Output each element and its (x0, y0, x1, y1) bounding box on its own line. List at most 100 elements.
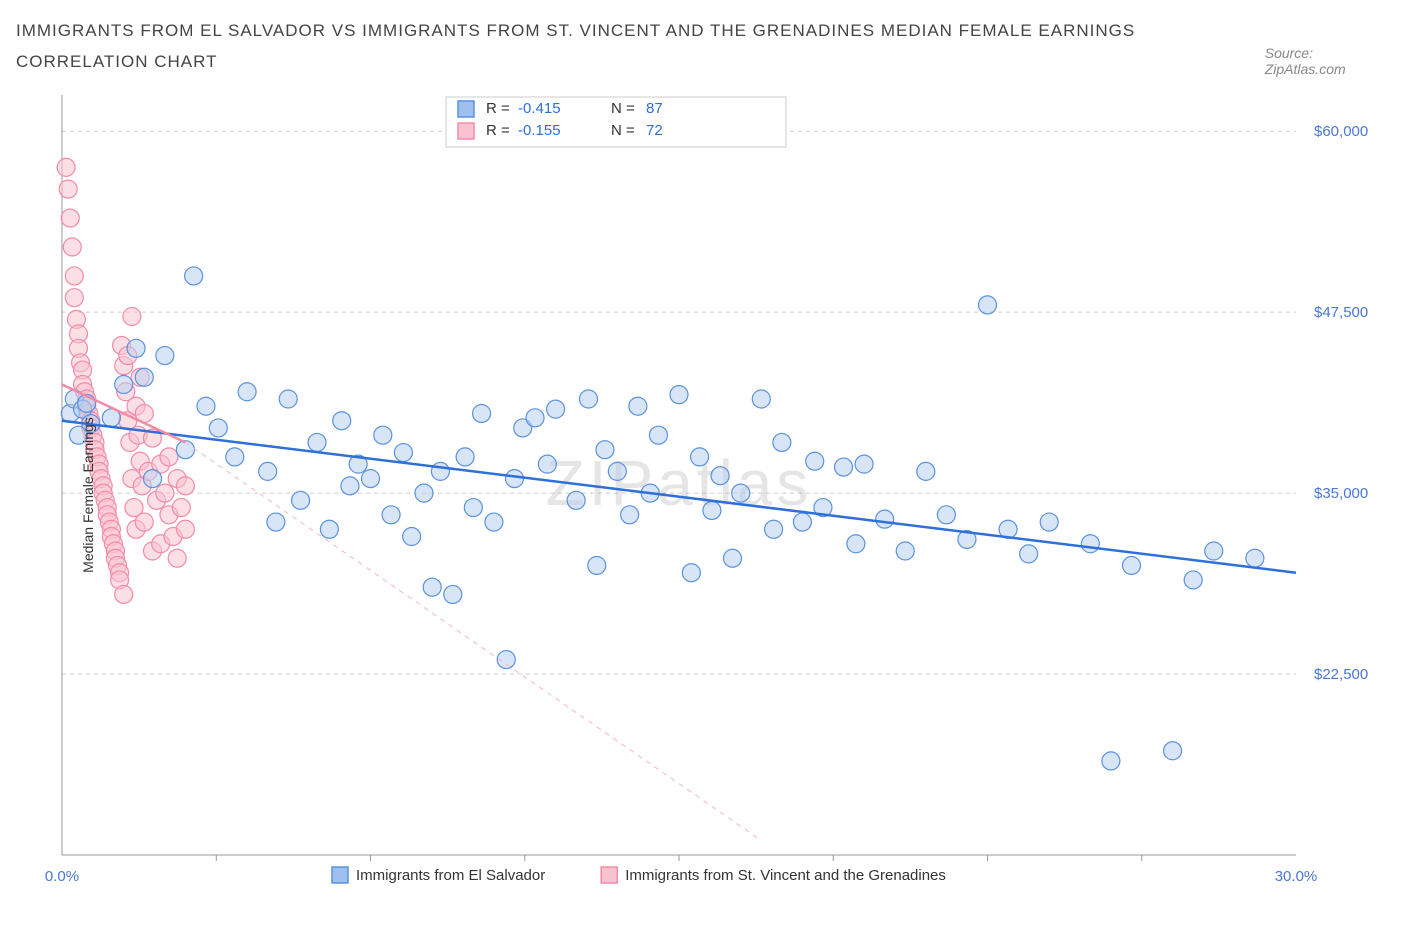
blue-point (1040, 513, 1058, 531)
pink-point (168, 549, 186, 567)
y-axis-label: Median Female Earnings (80, 417, 96, 573)
pink-point (123, 308, 141, 326)
blue-point (143, 470, 161, 488)
pink-point (65, 289, 83, 307)
blue-point (855, 455, 873, 473)
legend-n-label: N = (611, 122, 635, 139)
blue-point (127, 340, 145, 358)
blue-point (773, 434, 791, 452)
blue-point (580, 390, 598, 408)
y-tick-label: $22,500 (1314, 666, 1368, 683)
blue-point (1081, 535, 1099, 553)
blue-point (526, 409, 544, 427)
blue-point (473, 405, 491, 423)
y-tick-label: $60,000 (1314, 123, 1368, 140)
blue-point (341, 477, 359, 495)
legend-swatch (458, 123, 474, 139)
blue-point (279, 390, 297, 408)
blue-point (979, 296, 997, 314)
bottom-legend-swatch (601, 867, 617, 883)
blue-point (547, 400, 565, 418)
blue-point (876, 510, 894, 528)
blue-point (374, 426, 392, 444)
blue-point (238, 383, 256, 401)
blue-point (209, 419, 227, 437)
legend-n-value: 87 (646, 100, 663, 117)
blue-point (670, 386, 688, 404)
blue-point (333, 412, 351, 430)
legend-n-label: N = (611, 100, 635, 117)
blue-point (456, 448, 474, 466)
blue-point (1246, 549, 1264, 567)
blue-point (135, 368, 153, 386)
source-label: Source: ZipAtlas.com (1265, 45, 1390, 77)
pink-point (156, 484, 174, 502)
legend-r-value: -0.415 (518, 100, 561, 117)
blue-point (176, 441, 194, 459)
blue-point (444, 586, 462, 604)
blue-point (292, 492, 310, 510)
blue-point (185, 267, 203, 285)
blue-point (505, 470, 523, 488)
blue-point (197, 397, 215, 415)
pink-point (176, 477, 194, 495)
blue-point (596, 441, 614, 459)
pink-point (115, 586, 133, 604)
blue-point (485, 513, 503, 531)
legend-r-label: R = (486, 100, 510, 117)
bottom-legend-label: Immigrants from St. Vincent and the Gren… (625, 867, 946, 884)
blue-point (362, 470, 380, 488)
pink-point (160, 448, 178, 466)
blue-point (629, 397, 647, 415)
blue-point (415, 484, 433, 502)
legend-r-value: -0.155 (518, 122, 561, 139)
blue-point (464, 499, 482, 517)
legend-n-value: 72 (646, 122, 663, 139)
blue-point (320, 520, 338, 538)
blue-point (621, 506, 639, 524)
pink-point (172, 499, 190, 517)
blue-point (1184, 571, 1202, 589)
pink-point (135, 513, 153, 531)
blue-point (267, 513, 285, 531)
blue-point (691, 448, 709, 466)
blue-point (847, 535, 865, 553)
blue-point (567, 492, 585, 510)
blue-point (423, 578, 441, 596)
blue-point (259, 463, 277, 481)
blue-point (431, 463, 449, 481)
y-tick-label: $35,000 (1314, 485, 1368, 502)
pink-point (176, 520, 194, 538)
pink-point (65, 267, 83, 285)
blue-point (793, 513, 811, 531)
blue-point (682, 564, 700, 582)
blue-point (649, 426, 667, 444)
blue-point (588, 557, 606, 575)
blue-point (917, 463, 935, 481)
blue-point (703, 502, 721, 520)
pink-point (57, 159, 75, 177)
chart-title: IMMIGRANTS FROM EL SALVADOR VS IMMIGRANT… (16, 16, 1265, 77)
blue-point (711, 467, 729, 485)
blue-point (156, 347, 174, 365)
x-tick-label: 0.0% (45, 868, 79, 885)
blue-point (937, 506, 955, 524)
trend-line-blue (62, 421, 1296, 573)
blue-point (806, 452, 824, 470)
blue-point (1205, 542, 1223, 560)
x-tick-label: 30.0% (1275, 868, 1318, 885)
blue-point (115, 376, 133, 394)
pink-point (59, 180, 77, 198)
blue-point (394, 444, 412, 462)
legend-r-label: R = (486, 122, 510, 139)
blue-point (538, 455, 556, 473)
pink-point (61, 209, 79, 227)
blue-point (765, 520, 783, 538)
blue-point (382, 506, 400, 524)
blue-point (1164, 742, 1182, 760)
blue-point (732, 484, 750, 502)
legend-swatch (458, 101, 474, 117)
blue-point (403, 528, 421, 546)
blue-point (226, 448, 244, 466)
bottom-legend-label: Immigrants from El Salvador (356, 867, 545, 884)
